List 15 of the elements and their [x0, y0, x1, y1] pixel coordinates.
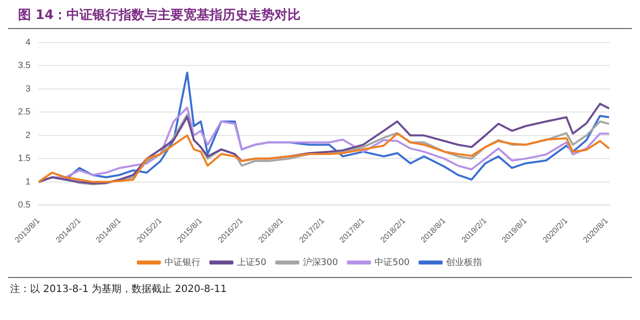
y-tick-label: 0.5: [18, 200, 31, 210]
chart-title: 图 14：中证银行指数与主要宽基指历史走势对比: [8, 0, 632, 29]
y-tick-label: 1.5: [18, 153, 31, 164]
legend-label: 中证500: [374, 256, 410, 268]
y-tick-label: 3: [25, 83, 31, 94]
legend-label: 沪深300: [302, 256, 338, 268]
y-tick-label: 4: [25, 36, 31, 47]
text: 注：以 2013-8-1 为基期，数据截止 2020-8-11: [10, 282, 228, 296]
y-tick-label: 1: [25, 176, 31, 186]
y-tick-label: 3.5: [18, 60, 31, 70]
legend-label: 创业板指: [446, 256, 482, 268]
legend-label: 上证50: [236, 256, 267, 268]
legend-label: 中证银行: [164, 256, 200, 268]
y-tick-label: 2: [25, 130, 31, 140]
y-tick-label: 2.5: [18, 106, 31, 117]
